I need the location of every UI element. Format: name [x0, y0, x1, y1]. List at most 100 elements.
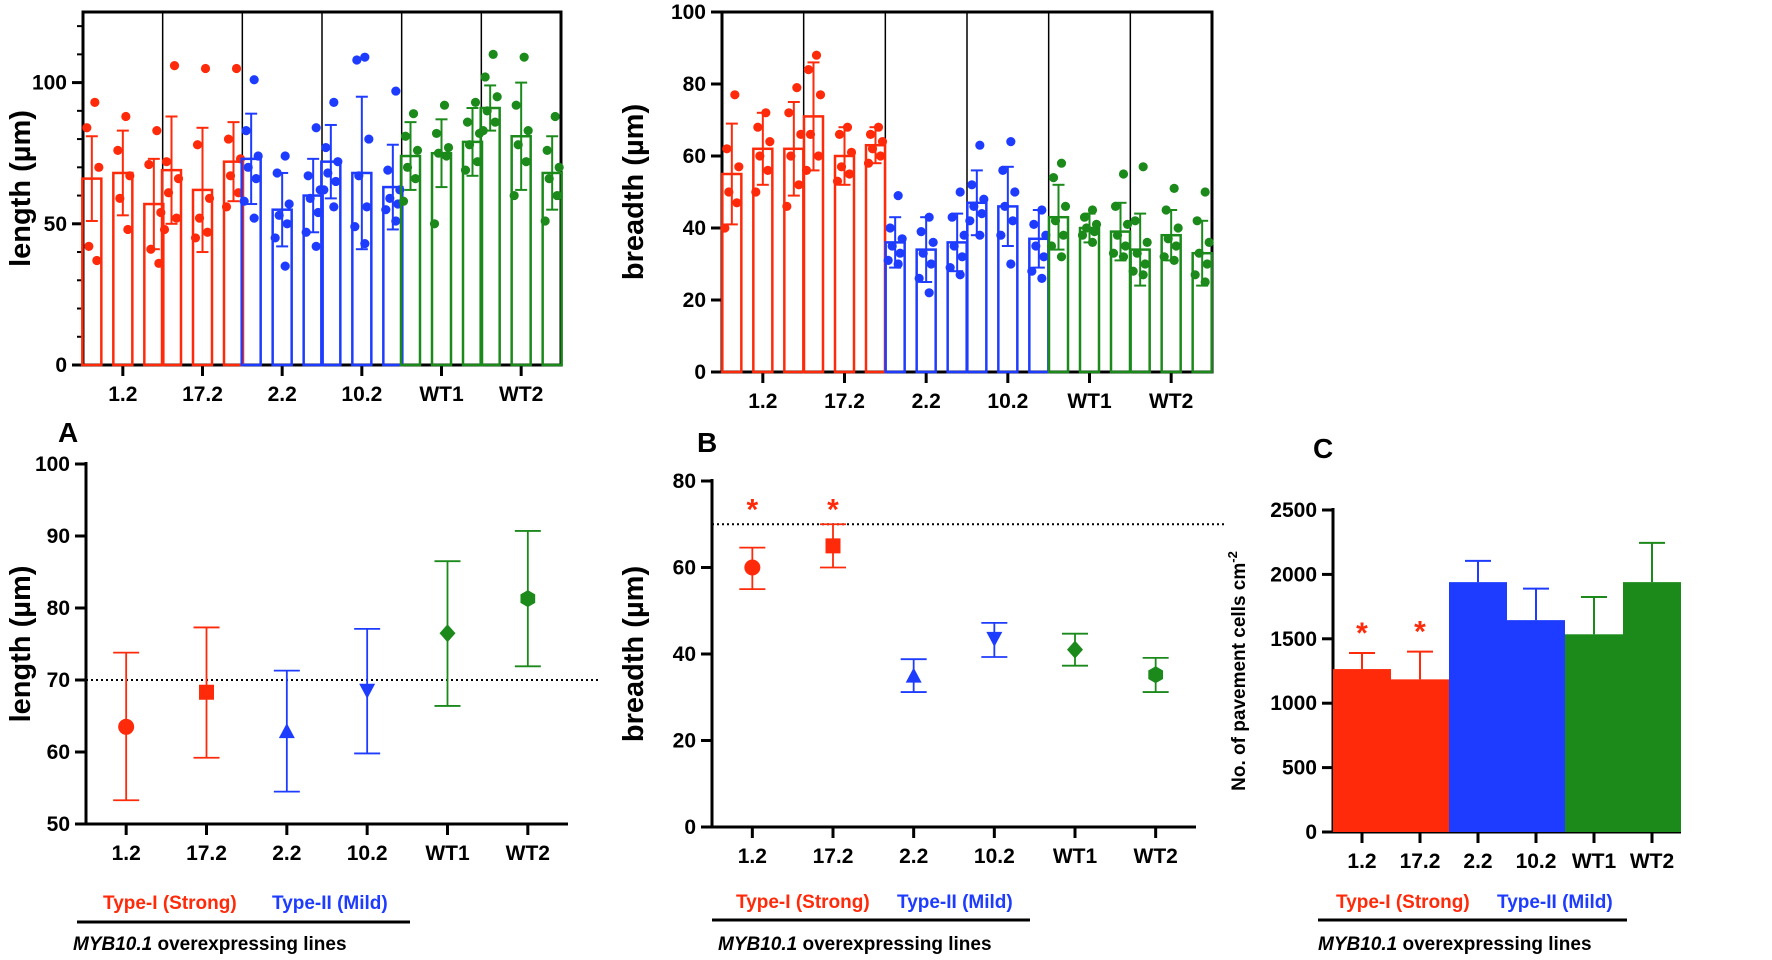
data-point: [1037, 205, 1047, 215]
data-point: [1079, 212, 1090, 222]
data-point: [333, 157, 343, 167]
type2-label-b: Type-II (Mild): [897, 892, 1013, 913]
y-tick-label: 80: [683, 73, 706, 96]
y-axis-label: length (µm): [5, 566, 37, 723]
data-point: [383, 165, 393, 175]
x-tick-label: 1.2: [1347, 850, 1376, 873]
data-point: [194, 213, 205, 223]
marker-hexagon: [520, 590, 536, 608]
data-point: [846, 147, 857, 157]
y-tick-label: 40: [683, 217, 706, 240]
data-point: [439, 100, 450, 110]
data-point: [885, 223, 895, 233]
data-point: [918, 248, 928, 258]
data-point: [513, 140, 523, 150]
data-point: [511, 100, 521, 110]
data-point: [303, 171, 313, 181]
data-point: [323, 168, 333, 178]
type2-label-c: Type-II (Mild): [1497, 892, 1613, 913]
y-tick-label: 0: [1305, 821, 1317, 844]
data-point: [815, 90, 826, 100]
data-point: [1060, 201, 1071, 211]
data-point: [842, 122, 853, 132]
data-point: [977, 209, 987, 219]
data-point: [243, 162, 253, 172]
x-tick-label: WT2: [499, 383, 543, 406]
data-point: [1087, 237, 1098, 247]
y-tick-label: 80: [47, 597, 70, 620]
data-point: [1200, 187, 1210, 197]
data-point: [1081, 223, 1092, 233]
data-point: [441, 151, 452, 161]
myb-label-c: MYB10.1 overexpressing lines: [1318, 934, 1592, 955]
data-point: [540, 216, 550, 226]
data-point: [352, 55, 362, 65]
x-tick-label: WT2: [1134, 845, 1178, 868]
data-point: [1120, 241, 1131, 251]
data-point: [311, 241, 321, 251]
data-point: [1039, 252, 1049, 262]
x-tick-label: 17.2: [1400, 850, 1441, 873]
data-point: [391, 86, 401, 96]
data-point: [784, 108, 794, 118]
x-tick-label: 2.2: [899, 845, 928, 868]
y-tick-label: 20: [673, 730, 696, 753]
data-point: [460, 165, 471, 175]
data-point: [975, 230, 985, 240]
y-axis-label: length (µm): [5, 110, 37, 267]
y-tick-label: 0: [55, 354, 67, 377]
data-point: [523, 126, 533, 136]
x-tick-label: 1.2: [112, 842, 141, 865]
data-point: [1056, 252, 1067, 262]
marker-triangle-up: [905, 667, 922, 683]
data-point: [470, 97, 481, 107]
data-point: [1161, 205, 1171, 215]
type1-label-c: Type-I (Strong): [1336, 892, 1470, 913]
data-point: [251, 174, 261, 184]
y-axis-label: breadth (µm): [618, 104, 650, 280]
data-point: [887, 241, 897, 251]
data-point: [360, 52, 370, 62]
data-point: [478, 126, 488, 136]
data-point: [897, 234, 907, 244]
data-point: [360, 238, 370, 249]
data-point: [1118, 169, 1129, 179]
data-point: [761, 108, 771, 118]
data-point: [755, 151, 765, 161]
x-tick-label: WT1: [1067, 390, 1112, 413]
data-point: [1142, 237, 1152, 247]
data-point: [883, 255, 893, 265]
data-point: [239, 196, 249, 206]
data-point: [813, 151, 824, 161]
data-point: [171, 213, 182, 223]
data-point: [786, 151, 796, 161]
data-point: [998, 165, 1008, 175]
bar: [864, 143, 887, 374]
y-tick-label: 1500: [1270, 628, 1317, 651]
x-tick-label: 17.2: [813, 845, 854, 868]
data-point: [391, 216, 401, 226]
data-point: [464, 140, 475, 150]
y-tick-label: 100: [671, 1, 706, 24]
x-tick-label: 17.2: [186, 842, 227, 865]
data-point: [319, 185, 329, 195]
data-point: [751, 187, 761, 197]
data-point: [223, 134, 234, 144]
data-point: [169, 61, 180, 71]
data-point: [722, 144, 732, 154]
x-tick-label: WT2: [506, 842, 550, 865]
data-point: [94, 162, 104, 172]
y-tick-label: 60: [47, 741, 70, 764]
data-point: [431, 128, 442, 139]
data-point: [113, 145, 123, 155]
significance-star: *: [827, 493, 839, 526]
data-point: [554, 162, 564, 172]
legend-a: Type-I (Strong) Type-II (Mild) MYB10.1 o…: [73, 893, 410, 955]
panel-a-length-chart: 50 60 70 80 90 100 1.2 17.2 2.2 10.2 WT1 WT2 length …: [5, 453, 598, 865]
data-point: [202, 227, 213, 237]
bar: [1391, 679, 1449, 832]
y-tick-label: 50: [47, 813, 70, 836]
data-point: [280, 151, 290, 161]
data-point: [92, 255, 102, 266]
